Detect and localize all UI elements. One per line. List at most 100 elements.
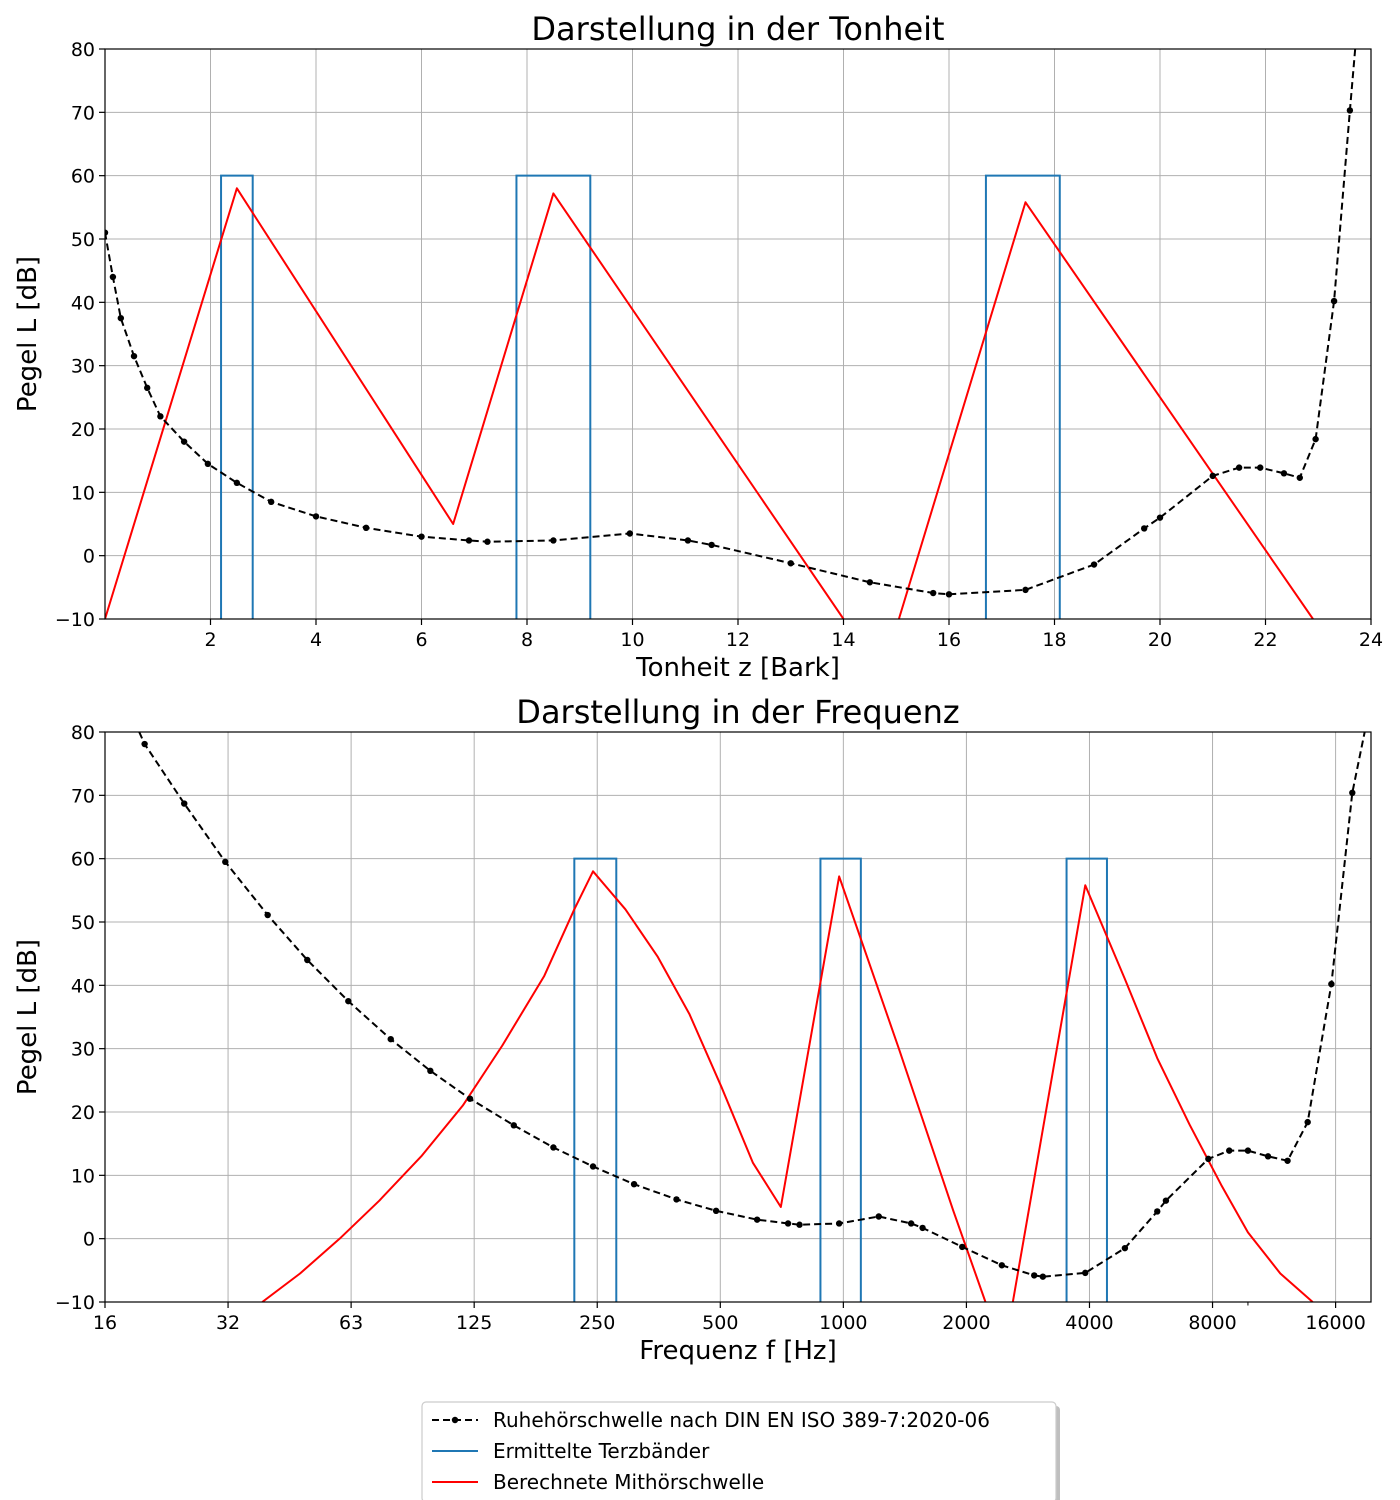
threshold-point	[1312, 435, 1319, 443]
threshold-point	[1349, 789, 1356, 796]
legend-threshold-marker	[451, 1416, 459, 1424]
y-axis-label-frequenz: Pegel L [dB]	[13, 939, 43, 1095]
threshold-point	[204, 460, 212, 468]
y-tick-label: 40	[71, 975, 95, 997]
legend-entry-bands: Ermittelte Terzbänder	[493, 1439, 710, 1463]
threshold-point	[929, 589, 937, 597]
legend-box	[421, 1401, 1057, 1500]
x-tick-label: 8000	[1188, 1312, 1236, 1334]
threshold-point	[222, 858, 229, 866]
threshold-point	[1257, 464, 1264, 471]
x-tick-label: 18	[1042, 629, 1066, 651]
y-tick-label: 80	[71, 722, 95, 744]
y-tick-label: 30	[71, 1039, 95, 1061]
threshold-point	[945, 591, 953, 598]
y-tick-label: 10	[71, 1165, 95, 1187]
xticks-tonheit: 2 4 6 8 10 12 14 16 18 20 22 24	[204, 619, 1383, 651]
x-tick-label: 32	[216, 1312, 240, 1334]
terzband-2	[515, 174, 592, 619]
y-tick-label: 10	[71, 482, 95, 504]
plot-frame	[104, 731, 1372, 1303]
threshold-line	[105, 49, 1357, 596]
threshold-point	[1022, 586, 1029, 594]
threshold-tonheit	[105, 49, 1357, 598]
y-tick-label: 40	[71, 292, 95, 314]
threshold-point	[684, 537, 692, 544]
threshold-point	[362, 524, 370, 531]
threshold-point	[1284, 1157, 1291, 1164]
terzband-3	[984, 174, 1061, 619]
x-tick-label: 500	[702, 1312, 738, 1334]
threshold-point	[708, 541, 715, 549]
y-tick-label: 70	[71, 785, 95, 807]
threshold-point	[418, 533, 425, 540]
threshold-point	[1264, 1153, 1272, 1160]
threshold-point	[264, 911, 271, 919]
threshold-point	[1296, 474, 1303, 481]
x-tick-label: 12	[726, 629, 750, 651]
x-axis-label-tonheit: Tonheit z [Bark]	[635, 653, 840, 683]
x-tick-label: 125	[456, 1312, 492, 1334]
threshold-point	[1156, 514, 1164, 521]
threshold-point	[1226, 1147, 1233, 1154]
legend-entry-masking: Berechnete Mithörschwelle	[493, 1470, 764, 1494]
bands-frequenz	[573, 857, 1108, 1302]
threshold-point	[1330, 297, 1338, 305]
y-tick-label: 60	[71, 849, 95, 871]
threshold-point	[835, 1220, 843, 1227]
threshold-point	[117, 314, 125, 322]
terzband-2	[819, 857, 862, 1302]
x-tick-label: 16000	[1305, 1312, 1365, 1334]
x-tick-label: 8	[521, 629, 533, 651]
masking-frequenz	[261, 870, 1314, 1302]
masking-curve-1	[261, 870, 987, 1302]
threshold-point	[919, 1224, 926, 1232]
threshold-point	[1154, 1208, 1161, 1215]
chart-tonheit: 2 4 6 8 10 12 14 16 18 20 22 24 −100102030405060708…	[13, 10, 1383, 683]
y-tick-label: 0	[83, 546, 95, 568]
threshold-point	[312, 513, 320, 520]
threshold-point	[105, 229, 109, 236]
threshold-point	[1304, 1118, 1311, 1126]
x-tick-label: 20	[1148, 629, 1172, 651]
threshold-point	[484, 538, 491, 545]
x-axis-label-frequenz: Frequenz f [Hz]	[639, 1336, 836, 1366]
threshold-point	[630, 1181, 638, 1188]
chart-title-frequenz: Darstellung in der Frequenz	[516, 693, 959, 731]
threshold-point	[466, 1095, 474, 1102]
legend-entry-threshold: Ruhehörschwelle nach DIN EN ISO 389-7:20…	[493, 1408, 990, 1432]
terzband-1	[573, 857, 618, 1302]
threshold-point	[1209, 472, 1216, 480]
yticks-frequenz: −10 0 10 20 30 40 50 60 70 80	[55, 722, 105, 1314]
y-tick-label: 20	[71, 1102, 95, 1124]
threshold-point	[796, 1221, 803, 1228]
x-tick-label: 2	[204, 629, 216, 651]
threshold-point	[1039, 1273, 1047, 1280]
bands-tonheit	[220, 174, 1061, 619]
y-tick-label: 20	[71, 419, 95, 441]
threshold-line	[138, 732, 1366, 1278]
x-tick-label: 2000	[942, 1312, 990, 1334]
threshold-point	[465, 537, 473, 544]
grid-tonheit	[105, 48, 1371, 620]
threshold-point	[1205, 1155, 1212, 1163]
threshold-point	[673, 1196, 680, 1203]
threshold-point	[1030, 1272, 1038, 1279]
threshold-point	[1244, 1147, 1252, 1154]
threshold-point	[510, 1122, 517, 1129]
y-tick-label: 50	[71, 229, 95, 251]
threshold-point	[866, 579, 874, 586]
threshold-point	[267, 498, 275, 506]
threshold-frequenz	[138, 732, 1366, 1280]
y-tick-label: 60	[71, 166, 95, 188]
masking-tonheit	[105, 187, 1314, 619]
x-tick-label: 4000	[1065, 1312, 1113, 1334]
threshold-point	[109, 273, 117, 281]
masking-curve-2	[1011, 884, 1314, 1302]
x-tick-label: 24	[1359, 629, 1383, 651]
x-tick-label: 63	[339, 1312, 363, 1334]
threshold-point	[1235, 464, 1243, 471]
threshold-point	[387, 1035, 394, 1043]
threshold-point	[181, 800, 188, 807]
